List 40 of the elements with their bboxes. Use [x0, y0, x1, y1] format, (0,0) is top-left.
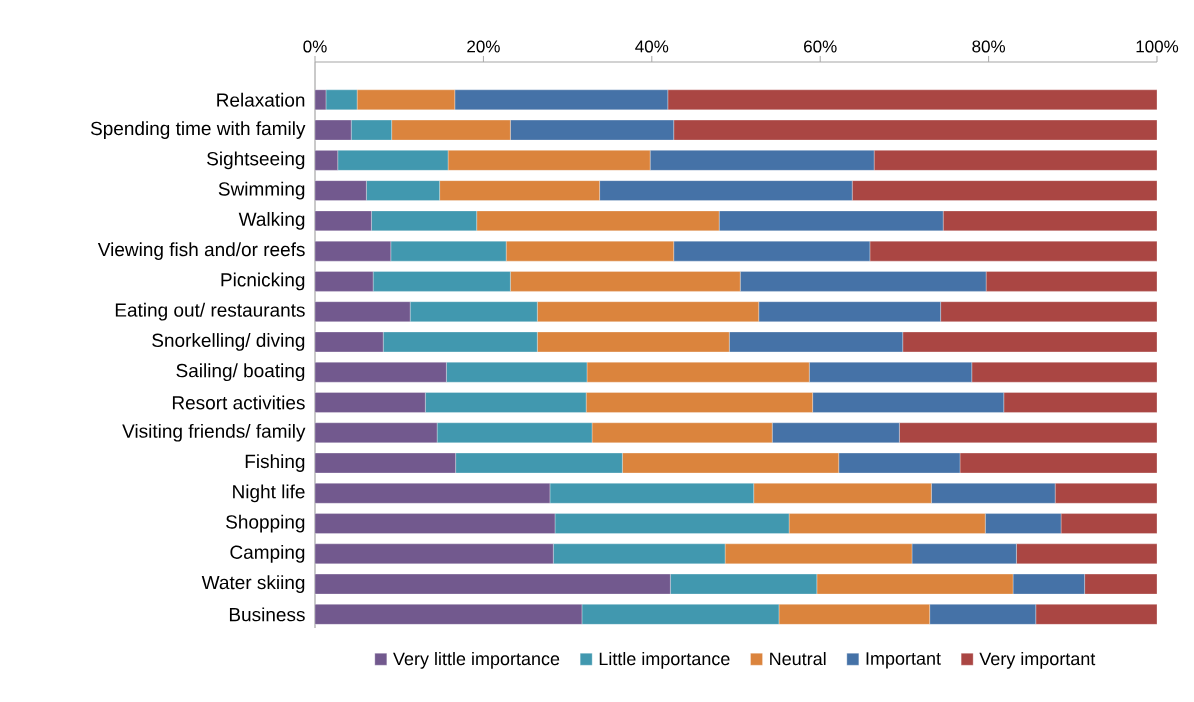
y-tick-label: Viewing fish and/or reefs	[97, 242, 305, 260]
legend-label: Neutral	[770, 651, 826, 666]
bar	[315, 362, 447, 383]
bar	[315, 573, 671, 595]
legend-label: Little importance	[599, 651, 730, 669]
bar	[315, 271, 374, 292]
legend-label: Very important	[979, 651, 1096, 669]
y-tick-label: Walking	[238, 212, 305, 230]
y-tick-label: Visiting friends/ family	[122, 423, 306, 442]
bar	[315, 180, 367, 201]
y-tick-label: Sailing/ boating	[176, 363, 305, 382]
y-tick-label: Fishing	[245, 454, 305, 472]
bar	[315, 392, 426, 413]
y-tick-label: Snorkelling/ diving	[152, 333, 305, 351]
y-tick-label: Swimming	[218, 181, 305, 200]
bar	[315, 543, 554, 564]
x-tick-label: 80%	[972, 40, 1006, 53]
y-tick-label: Picnicking	[221, 272, 305, 291]
legend-label: Very little importance	[393, 651, 560, 669]
y-tick-label: Spending time with family	[90, 121, 306, 139]
bar	[315, 513, 556, 534]
x-tick-label: 60%	[804, 40, 837, 53]
y-tick-label: Shopping	[226, 514, 305, 533]
bar	[315, 422, 438, 443]
y-tick-label: Eating out/ restaurants	[115, 302, 305, 321]
x-tick-label: 20%	[467, 40, 500, 53]
y-tick-label: Water skiing	[201, 575, 305, 593]
y-tick-label: Relaxation	[217, 92, 305, 107]
x-tick-label: 40%	[635, 40, 669, 53]
bar	[315, 483, 551, 504]
y-tick-label: Camping	[230, 544, 305, 563]
bar	[315, 604, 583, 625]
x-tick-label: 100%	[1136, 40, 1179, 53]
x-tick-label: 0%	[303, 40, 327, 53]
y-tick-label: Business	[229, 607, 305, 622]
y-tick-label: Sightseeing	[207, 151, 305, 170]
y-tick-label: Night life	[233, 484, 305, 503]
bar	[315, 301, 411, 322]
legend-label: Important	[866, 652, 941, 669]
y-tick-label: Resort activities	[172, 395, 305, 410]
